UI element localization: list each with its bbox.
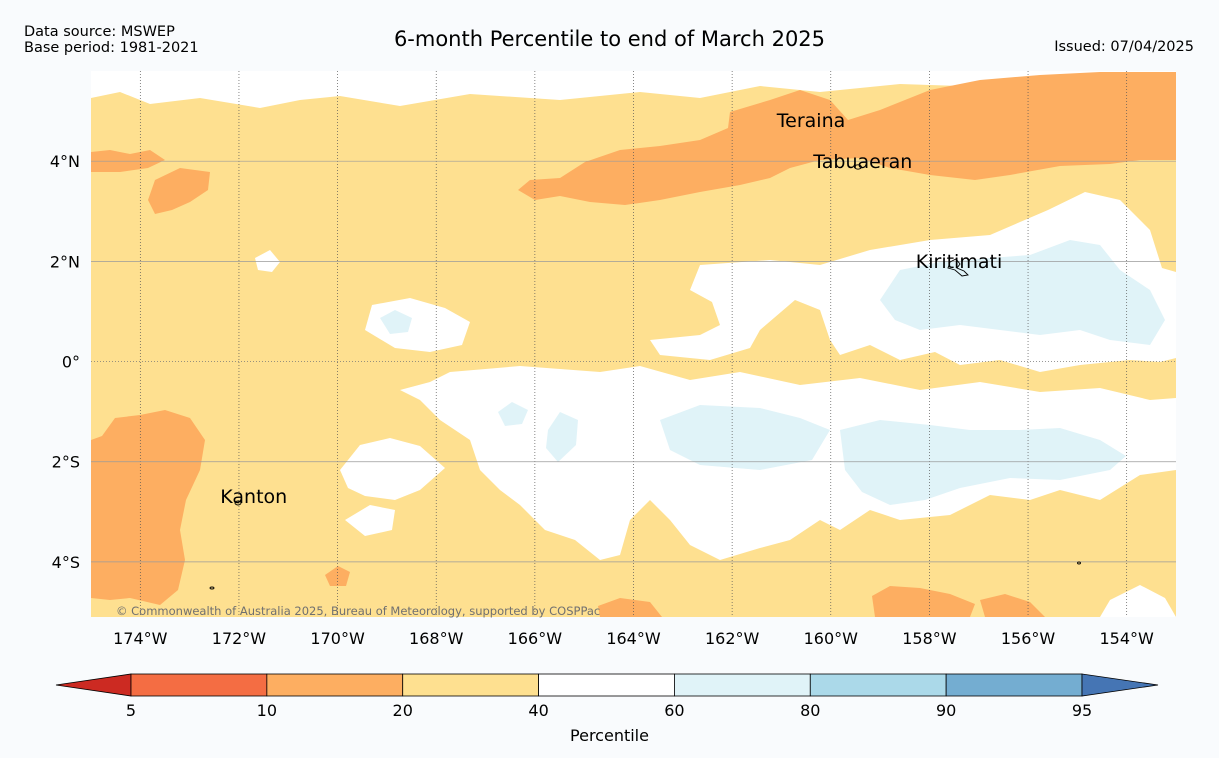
colorbar-tick-label: 40 [528, 701, 548, 720]
field-60-80-east-south [840, 420, 1126, 505]
colorbar-tick-label: 60 [664, 701, 684, 720]
field-40-60-blob-a [345, 505, 395, 536]
lon-tick-label: 168°W [409, 629, 464, 648]
place-label: Teraina [776, 110, 846, 132]
field-10-20-west-blob [148, 168, 210, 214]
copyright-notice: © Commonwealth of Australia 2025, Bureau… [116, 604, 600, 618]
tabuaeran-island [854, 164, 862, 170]
field-60-80-small-a [546, 412, 578, 462]
issued-date-label: Issued: 07/04/2025 [1054, 39, 1194, 55]
field-40-60-blob-c [1100, 585, 1176, 617]
colorbar-segment [674, 673, 811, 697]
lon-tick-label: 174°W [113, 629, 168, 648]
lon-tick-label: 158°W [902, 629, 957, 648]
lon-tick-label: 156°W [1001, 629, 1056, 648]
colorbar-segment [538, 673, 675, 697]
kanton-island [234, 500, 242, 506]
axis-tick-labels: 174°W 172°W 170°W 168°W 166°W 164°W 162°W 160°W… [50, 152, 1154, 648]
lon-tick-label: 160°W [804, 629, 859, 648]
colorbar-label: Percentile [570, 726, 649, 745]
field-10-20-north-band [518, 72, 1176, 205]
field-10-20-south-a [872, 586, 975, 617]
colorbar-segment [402, 673, 539, 697]
place-label: Kanton [220, 486, 287, 508]
lon-tick-label: 162°W [705, 629, 760, 648]
lon-tick-label: 170°W [310, 629, 365, 648]
lon-tick-label: 172°W [212, 629, 267, 648]
map-field [91, 71, 1176, 617]
place-labels: Teraina Tabuaeran Kiritimati Kanton [220, 110, 1002, 508]
colorbar-segment [945, 673, 1083, 697]
colorbar-tick-label: 80 [800, 701, 820, 720]
colorbar-tick-label: 10 [257, 701, 277, 720]
lat-tick-label: 2°S [52, 453, 80, 472]
field-40-60-central-west [365, 298, 470, 352]
field-10-20-kanton [91, 410, 205, 605]
field-10-20-south-b [980, 594, 1045, 617]
field-40-60-southwest [340, 438, 445, 500]
lon-tick-label: 154°W [1100, 629, 1155, 648]
map-title: 6-month Percentile to end of March 2025 [393, 27, 826, 51]
colorbar-segment [266, 673, 404, 697]
lon-tick-label: 166°W [508, 629, 563, 648]
map-gridlines [91, 71, 1176, 617]
colorbar-extend-high [1081, 673, 1159, 697]
lon-tick-label: 164°W [606, 629, 661, 648]
islet-a [209, 586, 215, 590]
field-10-20-south-d [598, 598, 662, 617]
field-60-80-central [660, 405, 830, 470]
place-label: Tabuaeran [812, 151, 912, 173]
colorbar-extend-low [55, 673, 132, 697]
colorbar-tick-label: 20 [393, 701, 413, 720]
island-outlines [209, 164, 1081, 590]
colorbar-tick-label: 5 [126, 701, 136, 720]
base-period-label: Base period: 1981-2021 [24, 40, 199, 56]
field-60-80-small-b [380, 310, 412, 334]
place-label: Kiritimati [916, 251, 1002, 273]
colorbar-tick-label: 95 [1072, 701, 1092, 720]
field-60-80-kiritimati [880, 240, 1165, 345]
colorbar-segment [130, 673, 268, 697]
field-60-80-small-c [498, 402, 528, 426]
lat-tick-label: 0° [62, 353, 80, 372]
colorbar-tick-label: 90 [936, 701, 956, 720]
colorbar-segment [809, 673, 947, 697]
kiritimati-island [947, 258, 969, 277]
lat-tick-label: 2°N [50, 252, 80, 271]
data-source-label: Data source: MSWEP [24, 24, 175, 40]
islet-b [1077, 561, 1081, 565]
lat-tick-label: 4°N [50, 152, 80, 171]
lat-tick-label: 4°S [52, 553, 80, 572]
